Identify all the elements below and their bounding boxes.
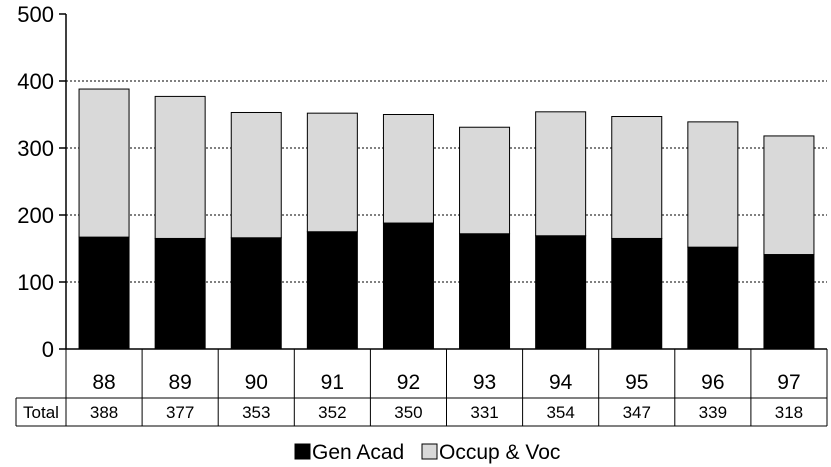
x-category-label: 88: [92, 371, 115, 394]
bar-occup-voc: [78, 88, 130, 238]
legend-swatch: [294, 443, 311, 460]
bars: [78, 88, 815, 350]
bar-gen-acad: [687, 246, 739, 350]
bar-occup-voc: [154, 95, 206, 239]
y-tick-label: 100: [17, 270, 54, 295]
x-category-label: 96: [701, 371, 724, 394]
y-tick-label: 0: [42, 337, 54, 362]
y-tick-label: 300: [17, 136, 54, 161]
bar-gen-acad: [459, 233, 511, 350]
bar-gen-acad: [306, 231, 358, 350]
bar-occup-voc: [382, 114, 434, 224]
bar-occup-voc: [230, 111, 282, 239]
x-category-label: 91: [321, 371, 344, 394]
x-category-label: 94: [549, 371, 573, 394]
total-value: 354: [546, 403, 574, 422]
x-category-label: 90: [245, 371, 268, 394]
bar-gen-acad: [763, 254, 815, 350]
y-tick-label: 400: [17, 69, 54, 94]
y-tick-labels: 0 100 200 300 400 500: [17, 2, 54, 362]
total-value: 331: [470, 403, 498, 422]
bar-gen-acad: [382, 222, 434, 350]
totals-row-header: Total: [23, 403, 59, 422]
bar-gen-acad: [611, 237, 663, 350]
bar-gen-acad: [154, 237, 206, 350]
grid-lines: [66, 80, 827, 283]
bar-occup-voc: [687, 121, 739, 248]
total-value: 350: [394, 403, 422, 422]
legend: Gen Acad Occup & Voc: [294, 441, 560, 464]
x-category-label: 93: [473, 371, 496, 394]
total-value: 352: [318, 403, 346, 422]
x-category-label: 92: [397, 371, 420, 394]
total-value: 318: [775, 403, 803, 422]
total-value: 353: [242, 403, 270, 422]
x-category-label: 97: [777, 371, 800, 394]
bar-occup-voc: [306, 112, 358, 233]
bar-occup-voc: [611, 116, 663, 239]
y-tick-label: 200: [17, 203, 54, 228]
x-category-label: 95: [625, 371, 648, 394]
legend-label: Occup & Voc: [439, 441, 560, 464]
bar-occup-voc: [535, 111, 587, 237]
legend-swatch: [421, 443, 438, 460]
x-category-label: 89: [168, 371, 191, 394]
total-value: 339: [699, 403, 727, 422]
bar-occup-voc: [459, 126, 511, 235]
bar-occup-voc: [763, 135, 815, 256]
total-value: 347: [623, 403, 651, 422]
bar-gen-acad: [230, 237, 282, 350]
legend-label: Gen Acad: [312, 441, 404, 464]
bar-gen-acad: [78, 236, 130, 350]
total-value: 388: [90, 403, 118, 422]
data-table: 88 89 90 91 92 93 94 95 96 97 Total 388 377 353 352 350…: [15, 349, 828, 427]
bar-gen-acad: [535, 235, 587, 350]
y-tick-label: 500: [17, 2, 54, 27]
total-value: 377: [166, 403, 194, 422]
